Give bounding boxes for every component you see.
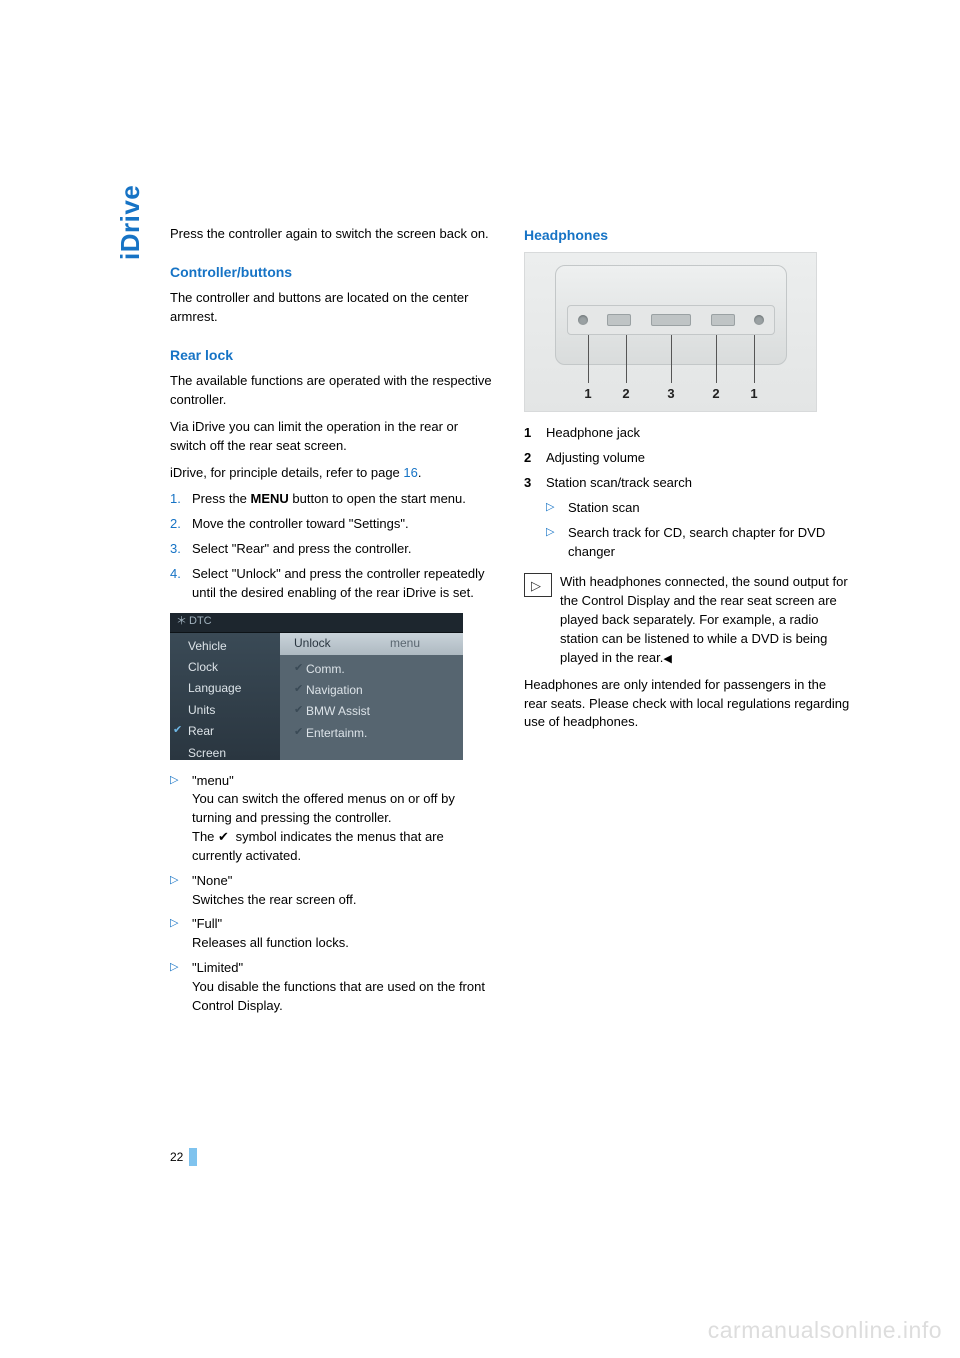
left-column: Press the controller again to switch the… <box>170 225 496 1022</box>
rearlock-p1: The available functions are operated wit… <box>170 372 496 410</box>
rearlock-p3: iDrive, for principle details, refer to … <box>170 464 496 483</box>
intro-paragraph: Press the controller again to switch the… <box>170 225 496 244</box>
option-limited: ▷ "Limited" You disable the functions th… <box>170 959 496 1016</box>
watermark: carmanualsonline.info <box>708 1317 942 1344</box>
step-1: 1. Press the MENU button to open the sta… <box>170 490 496 509</box>
bullet-icon: ▷ <box>546 499 568 518</box>
rearlock-p2: Via iDrive you can limit the operation i… <box>170 418 496 456</box>
option-full: ▷ "Full" Releases all function locks. <box>170 915 496 953</box>
bullet-icon: ▷ <box>170 872 192 910</box>
section-label: iDrive <box>115 185 146 260</box>
heading-controller: Controller/buttons <box>170 262 496 282</box>
right-column: Headphones 1 2 3 2 1 1 <box>524 225 850 1022</box>
heading-rear-lock: Rear lock <box>170 345 496 365</box>
check-icon: ✔ <box>218 828 232 847</box>
idrive-screenshot: ＊DTC Vehicle Clock Language Units Rear S… <box>170 613 463 760</box>
headphones-disclaimer: Headphones are only intended for passeng… <box>524 676 850 733</box>
bullet-icon: ▷ <box>170 959 192 1016</box>
heading-headphones: Headphones <box>524 225 850 245</box>
page-number: 22 <box>170 1148 197 1166</box>
option-none: ▷ "None" Switches the rear screen off. <box>170 872 496 910</box>
bullet-icon: ▷ <box>546 524 568 562</box>
bullet-icon: ▷ <box>170 915 192 953</box>
legend-2: 2 Adjusting volume <box>524 449 850 468</box>
note-headphones: With headphones connected, the sound out… <box>524 573 850 667</box>
step-4: 4. Select "Unlock" and press the control… <box>170 565 496 603</box>
note-icon <box>524 573 552 597</box>
legend-1: 1 Headphone jack <box>524 424 850 443</box>
bullet-icon: ▷ <box>170 772 192 866</box>
page-link-16[interactable]: 16 <box>403 465 417 480</box>
step-3: 3. Select "Rear" and press the controlle… <box>170 540 496 559</box>
page-content: Press the controller again to switch the… <box>170 225 850 1022</box>
step-2: 2. Move the controller toward "Settings"… <box>170 515 496 534</box>
headphone-illustration: 1 2 3 2 1 <box>524 252 817 412</box>
controller-paragraph: The controller and buttons are located o… <box>170 289 496 327</box>
option-menu: ▷ "menu" You can switch the offered menu… <box>170 772 496 866</box>
legend-3: 3 Station scan/track search ▷ Station sc… <box>524 474 850 567</box>
